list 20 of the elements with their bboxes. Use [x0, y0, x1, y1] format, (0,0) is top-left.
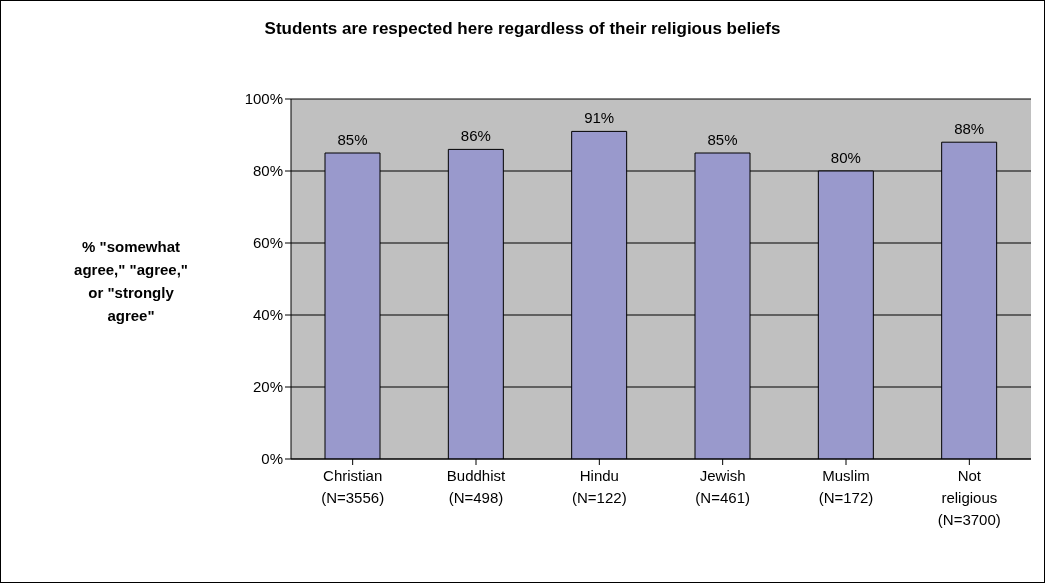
data-label: 85%	[337, 131, 368, 148]
x-tick-label: Christian (N=3556)	[321, 467, 385, 506]
data-label: 91%	[584, 109, 615, 127]
y-tick-label: 20%	[252, 378, 283, 396]
x-tick-label: Hindu (N=122)	[572, 467, 627, 506]
data-label: 85%	[707, 131, 738, 148]
x-tick-label: Buddhist (N=498)	[446, 467, 507, 506]
y-tick-label: 60%	[252, 234, 283, 252]
data-label: 86%	[460, 127, 491, 145]
y-tick-label: 40%	[252, 306, 283, 324]
x-tick-label: Jewish (N=461)	[695, 467, 750, 506]
chart-title: Students are respected here regardless of their religious beliefs	[263, 19, 782, 39]
y-tick-label: 0%	[261, 450, 283, 468]
y-tick-label: 100%	[244, 90, 283, 108]
y-tick-label: 80%	[252, 162, 283, 180]
data-label: 88%	[954, 120, 985, 138]
y-axis-title: % "somewhat agree," "agree," or "strongly agree"	[73, 237, 189, 326]
data-label: 80%	[830, 149, 861, 166]
x-tick-label: Muslim (N=172)	[818, 467, 874, 506]
x-tick-label: Not religious (N=3700)	[937, 467, 1001, 528]
